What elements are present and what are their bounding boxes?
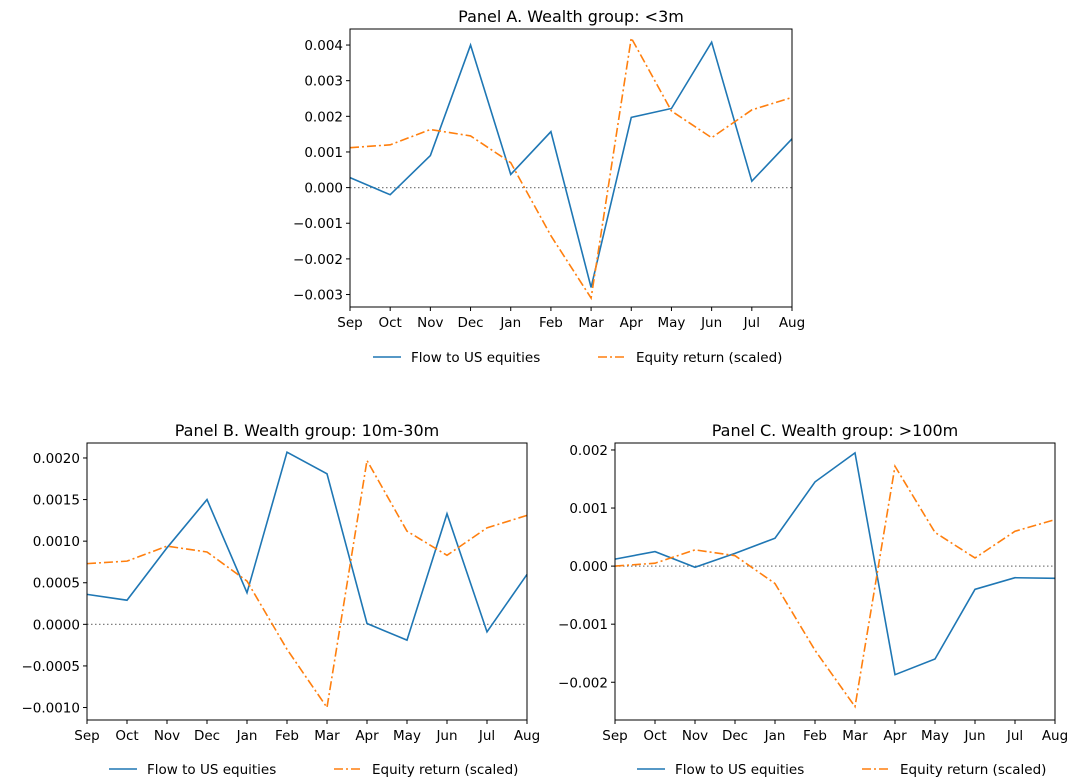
legend-label-return: Equity return (scaled)	[372, 762, 518, 778]
x-tick-label: Jun	[700, 315, 722, 331]
x-tick-label: Jul	[478, 728, 495, 744]
y-tick-label: 0.0020	[33, 451, 80, 467]
x-tick-label: Feb	[803, 728, 827, 744]
y-tick-label: −0.001	[293, 216, 343, 232]
x-tick-label: Sep	[602, 728, 627, 744]
x-tick-label: Jul	[1006, 728, 1023, 744]
y-tick-label: 0.001	[304, 145, 343, 161]
series-line-0	[86, 450, 528, 642]
x-tick-label: May	[657, 315, 685, 331]
axes-frame	[614, 442, 1056, 721]
x-tick-label: Nov	[417, 315, 443, 331]
y-tick-label: 0.004	[304, 38, 343, 54]
y-tick-label: 0.0015	[33, 493, 80, 509]
x-tick-label: Jul	[743, 315, 760, 331]
x-tick-label: Dec	[722, 728, 748, 744]
x-tick-label: Mar	[842, 728, 868, 744]
series-line-0	[614, 451, 1056, 676]
chart-title: Panel B. Wealth group: 10m-30m	[175, 421, 439, 440]
x-tick-label: Oct	[115, 728, 138, 744]
legend-label-flow: Flow to US equities	[675, 762, 804, 778]
x-tick-label: Apr	[355, 728, 379, 744]
x-tick-label: Mar	[314, 728, 340, 744]
x-tick-label: Aug	[514, 728, 540, 744]
y-tick-label: −0.002	[293, 252, 343, 268]
series-line-0	[349, 40, 793, 288]
x-tick-label: May	[393, 728, 421, 744]
panel-a: Panel A. Wealth group: <3m Sep Oct Nov Dec Ja…	[293, 7, 805, 366]
y-tick-label: 0.0000	[33, 617, 80, 633]
y-tick-label: −0.003	[293, 288, 343, 304]
y-tick-label: −0.001	[558, 617, 608, 633]
y-tick-label: 0.0005	[33, 576, 80, 592]
legend-label-return: Equity return (scaled)	[900, 762, 1046, 778]
axes-frame	[349, 28, 793, 308]
x-tick-label: Jun	[963, 728, 985, 744]
x-tick-label: Sep	[74, 728, 99, 744]
series-line-1	[614, 463, 1056, 709]
x-tick-label: Jan	[236, 728, 258, 744]
x-tick-label: Nov	[682, 728, 708, 744]
y-tick-label: 0.003	[304, 74, 343, 90]
chart-title: Panel C. Wealth group: >100m	[712, 421, 959, 440]
x-tick-label: Nov	[154, 728, 180, 744]
panel-b: Panel B. Wealth group: 10m-30m Sep Oct Nov D…	[21, 421, 540, 778]
y-tick-label: 0.0010	[33, 534, 80, 550]
y-tick-label: −0.0005	[21, 659, 80, 675]
series-line-1	[349, 35, 793, 301]
legend-label-flow: Flow to US equities	[147, 762, 276, 778]
x-tick-label: Jan	[499, 315, 521, 331]
y-tick-label: −0.002	[558, 675, 608, 691]
y-tick-label: 0.001	[569, 501, 608, 517]
x-tick-label: Jun	[435, 728, 457, 744]
x-tick-label: Oct	[643, 728, 666, 744]
y-tick-label: 0.000	[304, 181, 343, 197]
x-tick-label: Oct	[379, 315, 402, 331]
series-line-1	[86, 458, 528, 710]
axes-frame	[86, 442, 528, 721]
x-tick-label: Sep	[337, 315, 362, 331]
chart-title: Panel A. Wealth group: <3m	[458, 7, 684, 26]
y-tick-label: −0.0010	[21, 701, 80, 717]
y-tick-label: 0.002	[569, 443, 608, 459]
x-tick-label: Apr	[883, 728, 907, 744]
legend-label-flow: Flow to US equities	[411, 350, 540, 366]
y-tick-label: 0.002	[304, 109, 343, 125]
x-tick-label: Jan	[764, 728, 786, 744]
panel-c: Panel C. Wealth group: >100m Sep Oct Nov Dec…	[558, 421, 1068, 778]
y-tick-label: 0.000	[569, 559, 608, 575]
x-tick-label: Apr	[620, 315, 644, 331]
x-tick-label: Aug	[1042, 728, 1068, 744]
x-tick-label: Feb	[275, 728, 299, 744]
x-tick-label: Feb	[539, 315, 563, 331]
x-tick-label: Dec	[457, 315, 483, 331]
x-tick-label: Mar	[578, 315, 604, 331]
x-tick-label: Aug	[779, 315, 805, 331]
legend-label-return: Equity return (scaled)	[636, 350, 782, 366]
x-tick-label: Dec	[194, 728, 220, 744]
x-tick-label: May	[921, 728, 949, 744]
